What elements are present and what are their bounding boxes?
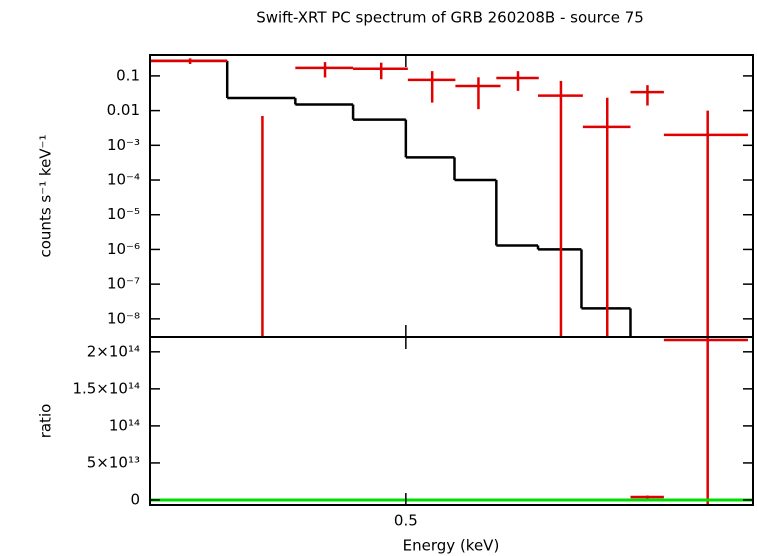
plot-area bbox=[150, 58, 748, 337]
y-tick-label: 10⁻⁴ bbox=[107, 171, 140, 189]
plot-area bbox=[150, 337, 753, 505]
y-tick-label: 10¹⁴ bbox=[109, 416, 140, 434]
y-tick-label: 10⁻³ bbox=[107, 136, 140, 154]
y-tick-label: 10⁻⁶ bbox=[107, 240, 140, 258]
y-tick-label: 1.5×10¹⁴ bbox=[72, 379, 140, 397]
y-tick-label: 0.01 bbox=[107, 101, 140, 119]
chart-title: Swift-XRT PC spectrum of GRB 260208B - s… bbox=[256, 9, 644, 27]
y-tick-label: 0.1 bbox=[116, 66, 140, 84]
y-tick-label: 10⁻⁸ bbox=[107, 309, 140, 327]
y-axis-label: counts s⁻¹ keV⁻¹ bbox=[37, 135, 55, 258]
y-tick-label: 2×10¹⁴ bbox=[87, 342, 140, 360]
x-axis-label: Energy (keV) bbox=[403, 537, 500, 555]
y-tick-label: 5×10¹³ bbox=[87, 453, 140, 471]
plot-frame bbox=[149, 336, 754, 506]
y-tick-label: 10⁻⁵ bbox=[107, 205, 140, 223]
y-axis-label: ratio bbox=[37, 404, 55, 439]
x-tick-label: 0.5 bbox=[394, 512, 418, 530]
y-tick-label: 0 bbox=[130, 490, 140, 508]
y-tick-label: 10⁻⁷ bbox=[107, 275, 140, 293]
